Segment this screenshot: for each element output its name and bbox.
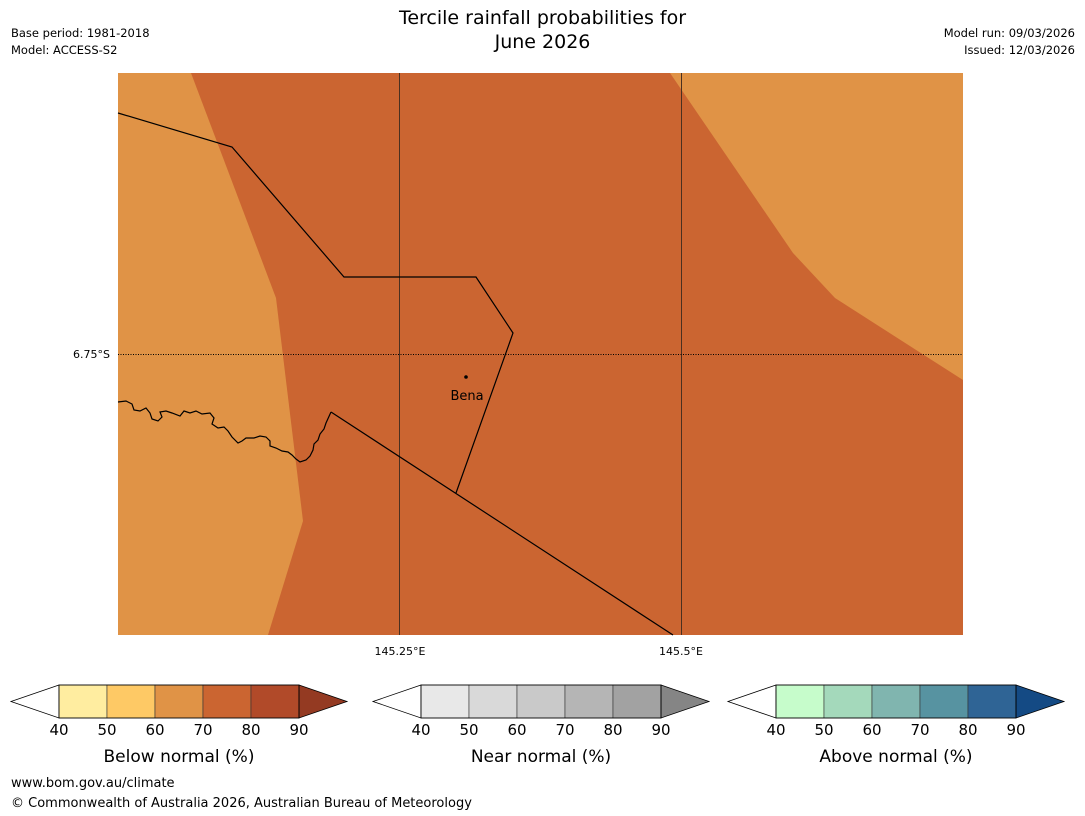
colorbar-below-tick-5: 90 xyxy=(289,721,308,739)
colorbar-below: 40 50 60 70 80 90 Below normal (%) xyxy=(9,684,349,767)
colorbar-below-tick-3: 70 xyxy=(193,721,212,739)
colorbar-above-tick-2: 60 xyxy=(862,721,881,739)
colorbar-below-tick-0: 40 xyxy=(49,721,68,739)
meta-right: Model run: 09/03/2026 Issued: 12/03/2026 xyxy=(944,25,1075,59)
colorbar-above-tick-3: 70 xyxy=(910,721,929,739)
colorbar-below-outline xyxy=(58,684,300,719)
river-line xyxy=(117,400,332,463)
colorbar-near: 40 50 60 70 80 90 Near normal (%) xyxy=(371,684,711,767)
title-line-2: June 2026 xyxy=(494,31,591,53)
colorbar-near-segment-2 xyxy=(516,684,566,719)
colorbar-above-over-arrow xyxy=(1015,684,1066,719)
probability-area-60-70-west xyxy=(118,73,303,635)
map-title: Tercile rainfall probabilities for June … xyxy=(0,6,1085,54)
meta-left: Base period: 1981-2018 Model: ACCESS-S2 xyxy=(11,25,150,59)
colorbar-near-segment-4 xyxy=(612,684,662,719)
colorbar-near-tick-0: 40 xyxy=(411,721,430,739)
province-border-north xyxy=(117,112,514,494)
issued-date: Issued: 12/03/2026 xyxy=(964,43,1075,57)
colorbar-near-outline xyxy=(420,684,662,719)
colorbar-above-tick-1: 50 xyxy=(814,721,833,739)
colorbar-below-label: Below normal (%) xyxy=(104,747,255,767)
bena-label: Bena xyxy=(450,389,483,404)
colorbar-below-segment-0 xyxy=(58,684,108,719)
colorbar-above-outline xyxy=(775,684,1017,719)
colorbar-near-segment-3 xyxy=(564,684,614,719)
province-border-south xyxy=(330,411,674,636)
footer-url: www.bom.gov.au/climate xyxy=(11,776,175,791)
colorbar-above-segment-1 xyxy=(823,684,873,719)
colorbar-near-tick-5: 90 xyxy=(651,721,670,739)
colorbar-near-segment-1 xyxy=(468,684,518,719)
colorbar-above-tick-5: 90 xyxy=(1006,721,1025,739)
colorbar-below-segment-1 xyxy=(106,684,156,719)
colorbar-near-tick-2: 60 xyxy=(507,721,526,739)
colorbar-above-segment-4 xyxy=(967,684,1017,719)
colorbar-above-segment-0 xyxy=(775,684,825,719)
footer: www.bom.gov.au/climate © Commonwealth of… xyxy=(11,774,472,814)
bena-marker xyxy=(464,375,468,379)
colorbar-above-under-arrow xyxy=(726,684,777,719)
colorbar-group: 40 50 60 70 80 90 Below normal (%) 40 50 60 70 80 90… xyxy=(9,684,1066,767)
model-name: Model: ACCESS-S2 xyxy=(11,43,118,57)
colorbar-above: 40 50 60 70 80 90 Above normal (%) xyxy=(726,684,1066,767)
colorbar-below-segment-4 xyxy=(250,684,300,719)
title-line-1: Tercile rainfall probabilities for xyxy=(398,7,687,29)
lon-label-2: 145.5°E xyxy=(659,645,703,658)
colorbar-below-tick-1: 50 xyxy=(97,721,116,739)
colorbar-above-tick-4: 80 xyxy=(958,721,977,739)
footer-copyright: © Commonwealth of Australia 2026, Austra… xyxy=(11,796,472,811)
colorbar-near-tick-3: 70 xyxy=(555,721,574,739)
colorbar-below-under-arrow xyxy=(9,684,60,719)
colorbar-above-segment-2 xyxy=(871,684,921,719)
colorbar-below-segment-2 xyxy=(154,684,204,719)
colorbar-near-tick-4: 80 xyxy=(603,721,622,739)
colorbar-near-over-arrow xyxy=(660,684,711,719)
colorbar-above-segment-3 xyxy=(919,684,969,719)
colorbar-near-segment-0 xyxy=(420,684,470,719)
lat-label: 6.75°S xyxy=(73,348,110,361)
base-period: Base period: 1981-2018 xyxy=(11,26,150,40)
lon-label-1: 145.25°E xyxy=(375,645,426,658)
colorbar-near-label: Near normal (%) xyxy=(471,747,611,767)
colorbar-below-over-arrow xyxy=(298,684,349,719)
colorbar-above-label: Above normal (%) xyxy=(819,747,972,767)
probability-area-60-70-northeast xyxy=(670,73,963,380)
colorbar-above-tick-0: 40 xyxy=(766,721,785,739)
colorbar-below-segment-3 xyxy=(202,684,252,719)
model-run: Model run: 09/03/2026 xyxy=(943,26,1075,40)
map-panel: Bena 6.75°S 145.25°E 145.5°E xyxy=(73,73,963,658)
colorbar-near-under-arrow xyxy=(371,684,422,719)
colorbar-near-tick-1: 50 xyxy=(459,721,478,739)
colorbar-below-tick-4: 80 xyxy=(241,721,260,739)
colorbar-below-tick-2: 60 xyxy=(145,721,164,739)
